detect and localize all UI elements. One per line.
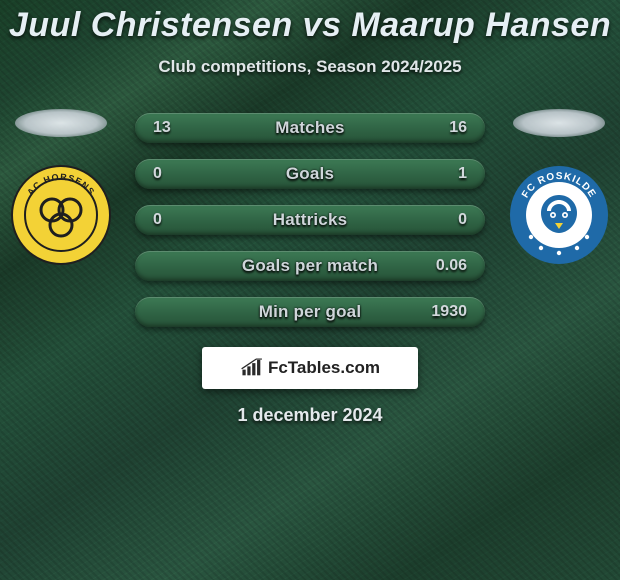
- player-shadow-right: [513, 109, 605, 137]
- date-label: 1 december 2024: [237, 405, 382, 426]
- stat-right-value: 16: [449, 119, 467, 137]
- comparison-row: AC HORSENS 13 Matches 16 0 Goals 1 0 Hat…: [0, 107, 620, 327]
- stat-row-goals: 0 Goals 1: [135, 159, 485, 189]
- stat-left-value: 13: [153, 119, 171, 137]
- stat-left-value: 0: [153, 165, 162, 183]
- stat-right-value: 0.06: [436, 257, 467, 275]
- left-team-crest: AC HORSENS: [11, 165, 111, 265]
- right-side: FC ROSKILDE: [504, 107, 614, 265]
- ac-horsens-badge-icon: AC HORSENS: [11, 165, 111, 265]
- stat-left-value: 0: [153, 211, 162, 229]
- player-shadow-left: [15, 109, 107, 137]
- stat-label: Matches: [135, 118, 485, 138]
- page-title: Juul Christensen vs Maarup Hansen: [9, 6, 611, 45]
- stat-label: Goals per match: [135, 256, 485, 276]
- stats-column: 13 Matches 16 0 Goals 1 0 Hattricks 0 Go…: [116, 113, 504, 327]
- brand-text: FcTables.com: [268, 358, 380, 378]
- stat-row-matches: 13 Matches 16: [135, 113, 485, 143]
- brand-card: FcTables.com: [202, 347, 418, 389]
- stat-right-value: 1: [458, 165, 467, 183]
- stat-row-hattricks: 0 Hattricks 0: [135, 205, 485, 235]
- bar-chart-icon: [240, 357, 266, 379]
- stat-right-value: 1930: [431, 303, 467, 321]
- stat-right-value: 0: [458, 211, 467, 229]
- season-subtitle: Club competitions, Season 2024/2025: [158, 57, 461, 77]
- right-team-crest: FC ROSKILDE: [509, 165, 609, 265]
- stat-row-goals-per-match: Goals per match 0.06: [135, 251, 485, 281]
- stat-row-min-per-goal: Min per goal 1930: [135, 297, 485, 327]
- fc-roskilde-badge-icon: FC ROSKILDE: [509, 165, 609, 265]
- stat-label: Hattricks: [135, 210, 485, 230]
- stat-label: Goals: [135, 164, 485, 184]
- left-side: AC HORSENS: [6, 107, 116, 265]
- content-root: Juul Christensen vs Maarup Hansen Club c…: [0, 0, 620, 580]
